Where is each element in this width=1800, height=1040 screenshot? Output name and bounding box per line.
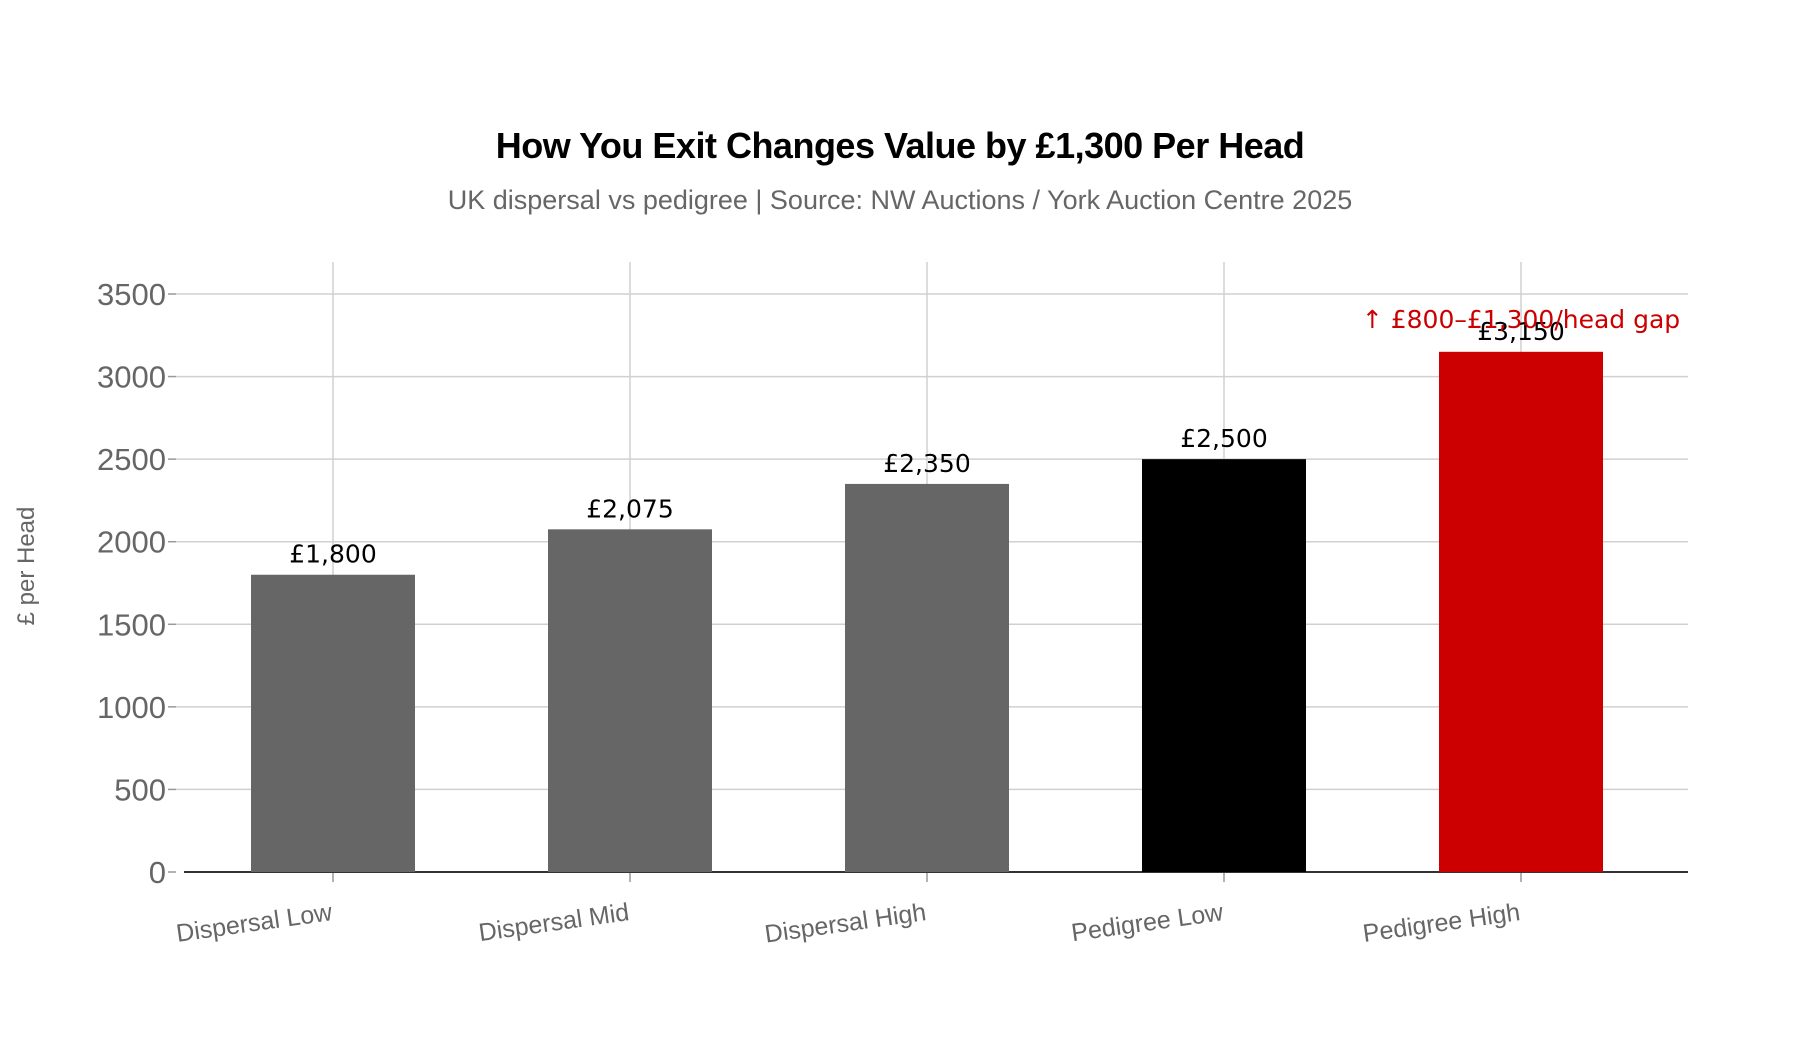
data-label: £1,800 (289, 540, 376, 569)
y-tick-label: 3500 (97, 277, 166, 312)
y-tick-label: 2500 (97, 442, 166, 477)
bar-dispersal-high (845, 483, 1009, 872)
data-label: £2,500 (1180, 424, 1267, 453)
x-tick-label: Dispersal Mid (477, 898, 631, 947)
y-tick-label: 0 (149, 855, 166, 890)
bars-layer (251, 351, 1603, 872)
x-tick-label: Pedigree Low (1070, 898, 1226, 947)
y-tick-label: 1000 (97, 690, 166, 725)
y-tick-label: 2000 (97, 525, 166, 560)
bar-dispersal-low (251, 574, 415, 872)
bar-dispersal-mid (548, 529, 712, 872)
chart-subtitle: UK dispersal vs pedigree | Source: NW Au… (448, 185, 1353, 215)
gap-annotation: ↑ £800–£1,300/head gap (1362, 305, 1680, 334)
x-tick-label: Dispersal High (763, 898, 928, 948)
data-label: £3,150 (1477, 317, 1564, 346)
bar-pedigree-low (1142, 459, 1306, 872)
y-tick-label: 500 (114, 772, 166, 807)
y-axis-label: £ per Head (13, 507, 40, 626)
bar-pedigree-high (1439, 351, 1603, 872)
y-tick-label: 1500 (97, 607, 166, 642)
y-tick-label: 3000 (97, 360, 166, 395)
chart-title: How You Exit Changes Value by £1,300 Per… (496, 125, 1305, 166)
x-tick-label: Dispersal Low (174, 898, 334, 948)
data-label: £2,350 (883, 449, 970, 478)
data-label: £2,075 (586, 494, 673, 523)
x-tick-label: Pedigree High (1361, 898, 1522, 948)
